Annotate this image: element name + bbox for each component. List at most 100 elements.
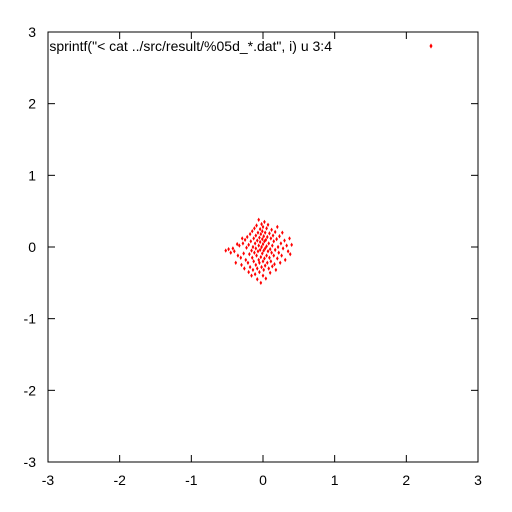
- y-tick-label: -1: [24, 311, 37, 327]
- x-tick-label: 1: [331, 472, 339, 488]
- data-point: [258, 247, 262, 253]
- data-point: [288, 236, 291, 241]
- data-point: [254, 262, 258, 268]
- data-point: [270, 227, 273, 232]
- data-point: [233, 249, 236, 254]
- data-point: [260, 221, 263, 227]
- data-point: [261, 241, 265, 247]
- data-point: [234, 260, 238, 265]
- legend-marker-symbol: [429, 43, 433, 49]
- data-point: [261, 224, 265, 230]
- data-point: [285, 243, 288, 248]
- data-point: [241, 241, 245, 246]
- data-point: [254, 246, 258, 251]
- y-tick-label: 0: [28, 239, 36, 255]
- data-point: [275, 236, 278, 242]
- data-point: [252, 236, 256, 241]
- data-point: [243, 266, 246, 271]
- data-point: [247, 242, 250, 248]
- data-point: [265, 260, 269, 265]
- data-point: [260, 244, 263, 250]
- data-point: [257, 243, 261, 248]
- data-point: [263, 263, 267, 268]
- x-tick-label: -2: [113, 472, 126, 488]
- x-tick-label: 2: [402, 472, 410, 488]
- y-axis-ticks: -3 -2 -1 0 1 2 3: [24, 24, 478, 470]
- data-point: [253, 272, 257, 277]
- data-point: [260, 264, 263, 270]
- data-point: [262, 248, 266, 253]
- x-tick-label: 0: [259, 472, 267, 488]
- legend: sprintf("< cat ../src/result/%05d_*.dat"…: [49, 38, 433, 54]
- data-point: [263, 230, 267, 235]
- data-point: [266, 222, 270, 227]
- data-point: [258, 260, 261, 265]
- data-point: [235, 241, 239, 247]
- data-point: [265, 253, 268, 258]
- data-point: [260, 229, 264, 234]
- data-point: [270, 243, 274, 248]
- data-point: [255, 223, 258, 228]
- data-point: [280, 253, 283, 258]
- data-point: [242, 251, 245, 256]
- data-point: [257, 217, 261, 222]
- data-point: [243, 237, 247, 243]
- data-point: [278, 260, 282, 265]
- data-point: [268, 255, 271, 260]
- data-point: [265, 244, 268, 249]
- data-point: [276, 244, 280, 250]
- data-point: [286, 249, 290, 254]
- data-point: [263, 219, 266, 225]
- data-point: [279, 241, 283, 246]
- data-point: [268, 231, 271, 236]
- data-point: [258, 226, 262, 232]
- data-point: [265, 234, 269, 240]
- data-point: [248, 264, 252, 270]
- legend-marker: [429, 43, 433, 49]
- data-point: [239, 255, 243, 260]
- data-point: [267, 241, 271, 246]
- data-point: [271, 233, 275, 238]
- data-point: [250, 248, 253, 253]
- data-point: [258, 235, 261, 240]
- data-point: [272, 253, 276, 258]
- data-point: [256, 230, 260, 235]
- data-point: [270, 264, 274, 269]
- y-tick-label: -2: [24, 382, 37, 398]
- data-point: [290, 242, 293, 248]
- data-point: [268, 270, 272, 275]
- data-point: [265, 226, 268, 231]
- data-point: [261, 273, 265, 278]
- data-point: [248, 231, 252, 237]
- data-point: [259, 254, 263, 260]
- data-point: [252, 259, 256, 264]
- data-point: [248, 251, 251, 257]
- data-point: [270, 250, 273, 255]
- data-point: [236, 253, 240, 258]
- data-point: [268, 246, 272, 252]
- x-tick-label: -1: [185, 472, 198, 488]
- y-tick-label: 1: [28, 167, 36, 183]
- data-point: [240, 262, 243, 268]
- data-point: [227, 246, 230, 252]
- data-point: [251, 267, 255, 273]
- data-points: [224, 217, 293, 286]
- data-point: [263, 246, 267, 251]
- y-tick-label: -3: [24, 454, 37, 470]
- data-point: [250, 255, 254, 260]
- data-point: [231, 246, 235, 251]
- data-point: [283, 238, 286, 243]
- data-point: [281, 230, 284, 235]
- data-point: [247, 269, 250, 275]
- data-point: [277, 250, 281, 255]
- data-point: [262, 234, 266, 239]
- data-point: [262, 267, 266, 273]
- data-point: [259, 231, 263, 237]
- plot-frame: [47, 31, 479, 463]
- data-point: [244, 257, 248, 263]
- data-point: [273, 262, 276, 267]
- data-point: [238, 243, 241, 248]
- data-point: [274, 267, 278, 273]
- data-point: [224, 248, 228, 253]
